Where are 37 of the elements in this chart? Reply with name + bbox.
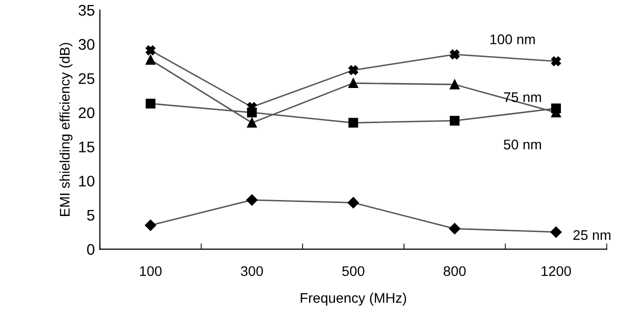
y-tick-label: 20: [78, 107, 94, 118]
point: [450, 50, 460, 60]
y-tick-label: 15: [79, 142, 94, 152]
point: [450, 80, 460, 90]
point: [551, 104, 561, 114]
x-tick-label: 1200: [542, 266, 571, 276]
x-tick-label: 500: [342, 266, 364, 276]
series-label: 25 nm: [573, 230, 610, 240]
point: [450, 116, 460, 126]
y-tick-label: 30: [78, 39, 94, 50]
point: [348, 78, 358, 88]
point: [247, 108, 257, 118]
y-tick-label: 0: [87, 244, 94, 255]
y-tick-label: 25: [78, 73, 94, 84]
y-tick-label: 10: [79, 176, 94, 187]
point: [348, 118, 358, 128]
point: [550, 226, 562, 238]
point: [146, 98, 156, 108]
point: [146, 55, 156, 65]
point: [247, 118, 257, 128]
x-axis-title: Frequency (MHz): [300, 292, 406, 306]
point: [348, 65, 358, 76]
series-label: 75 nm: [504, 92, 541, 102]
series-label: 100 nm: [490, 34, 535, 44]
point: [449, 223, 460, 234]
x-tick-label: 800: [444, 266, 466, 276]
point: [246, 194, 258, 206]
x-tick-label: 300: [240, 266, 263, 276]
point: [551, 56, 561, 66]
x-tick-label: 100: [140, 266, 162, 276]
point: [144, 220, 156, 231]
y-axis-title: EMI shielding efficiency (dB): [60, 42, 72, 216]
y-tick-label: 5: [87, 210, 94, 221]
series-label: 50 nm: [504, 140, 541, 150]
point: [348, 197, 359, 208]
point: [146, 45, 156, 56]
y-tick-label: 35: [78, 4, 94, 16]
